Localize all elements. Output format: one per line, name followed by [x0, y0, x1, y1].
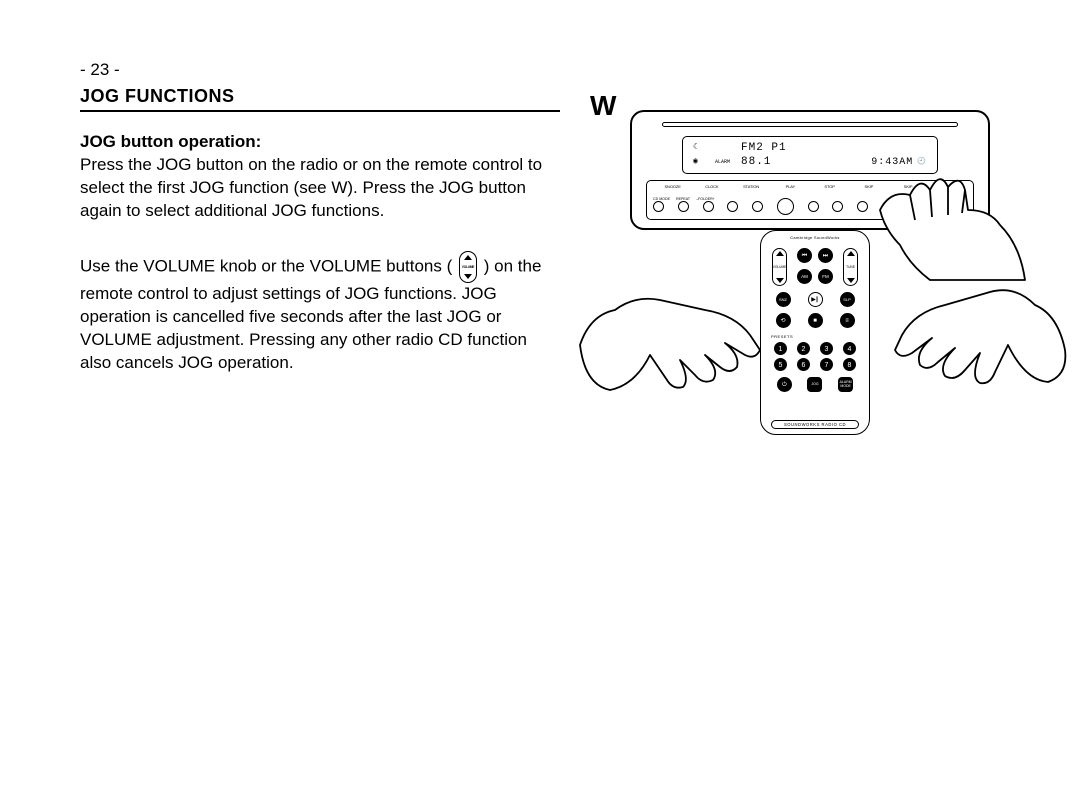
panel-button — [653, 201, 664, 212]
remote-next-icon: ⏭ — [818, 248, 833, 263]
remote-brand: Cambridge SoundWorks — [761, 235, 869, 240]
alarm-label: ALARM — [715, 159, 741, 166]
panel-button — [678, 201, 689, 212]
remote-bottom-label: SOUNDWORKS RADIO CD — [771, 420, 859, 429]
paragraph-2a: Use the VOLUME knob or the VOLUME button… — [80, 256, 452, 275]
page-number: - 23 - — [80, 60, 560, 80]
remote-snooze-button: SNZ — [776, 292, 791, 307]
remote-fm-button: FM — [818, 269, 833, 284]
preset-7: 7 — [820, 358, 833, 371]
presets-label: PRESETS — [761, 334, 869, 339]
remote-with-hands: Cambridge SoundWorks VOLUME ⏮ ⏭ — [690, 230, 990, 460]
remote-power-button: ⏻ — [777, 377, 792, 392]
volume-knob — [777, 198, 794, 215]
remote-jog-button: JOG — [807, 377, 822, 392]
paragraph-2: Use the VOLUME knob or the VOLUME button… — [80, 251, 560, 375]
preset-5: 5 — [774, 358, 787, 371]
section-title: JOG FUNCTIONS — [80, 86, 560, 112]
paragraph-1: Press the JOG button on the radio or on … — [80, 154, 560, 223]
cd-icon: ◉ — [693, 157, 715, 167]
preset-1: 1 — [774, 342, 787, 355]
panel-button — [752, 201, 763, 212]
remote-prev-icon: ⏮ — [797, 248, 812, 263]
preset-3: 3 — [820, 342, 833, 355]
remote-stop-button: ■ — [808, 313, 823, 328]
panel-button — [703, 201, 714, 212]
volume-rocker-icon: VOLUME — [459, 251, 477, 283]
panel-button — [808, 201, 819, 212]
text-column: - 23 - JOG FUNCTIONS JOG button operatio… — [80, 60, 560, 460]
illustration: ☾ FM2 P1 ◉ ALARM 88.1 9:43AM 🕘 — [590, 110, 1010, 460]
display-line1: FM2 P1 — [741, 141, 923, 155]
remote-sleep-button: SLP — [840, 292, 855, 307]
panel-button — [832, 201, 843, 212]
remote-alarm-mode-button: ALARM MODE — [838, 377, 853, 392]
remote-control: Cambridge SoundWorks VOLUME ⏮ ⏭ — [760, 230, 870, 435]
figure-column: W ☾ FM2 P1 ◉ ALARM 88.1 — [560, 60, 1040, 460]
right-hand-icon — [890, 250, 1070, 420]
preset-8: 8 — [843, 358, 856, 371]
panel-button — [857, 201, 868, 212]
preset-2: 2 — [797, 342, 810, 355]
remote-button: ⟲ — [776, 313, 791, 328]
remote-tune-rocker: TUNE — [843, 248, 858, 286]
preset-6: 6 — [797, 358, 810, 371]
remote-am-button: AM — [797, 269, 812, 284]
remote-play-button: ▶∥ — [808, 292, 823, 307]
panel-button — [727, 201, 738, 212]
subheading: JOG button operation: — [80, 132, 560, 152]
preset-4: 4 — [843, 342, 856, 355]
remote-volume-rocker: VOLUME — [772, 248, 787, 286]
display-line2: 88.1 — [741, 155, 871, 169]
left-hand-icon — [575, 255, 775, 425]
sleep-icon: ☾ — [693, 143, 715, 153]
cd-slot — [662, 122, 958, 127]
remote-button: ≡ — [840, 313, 855, 328]
